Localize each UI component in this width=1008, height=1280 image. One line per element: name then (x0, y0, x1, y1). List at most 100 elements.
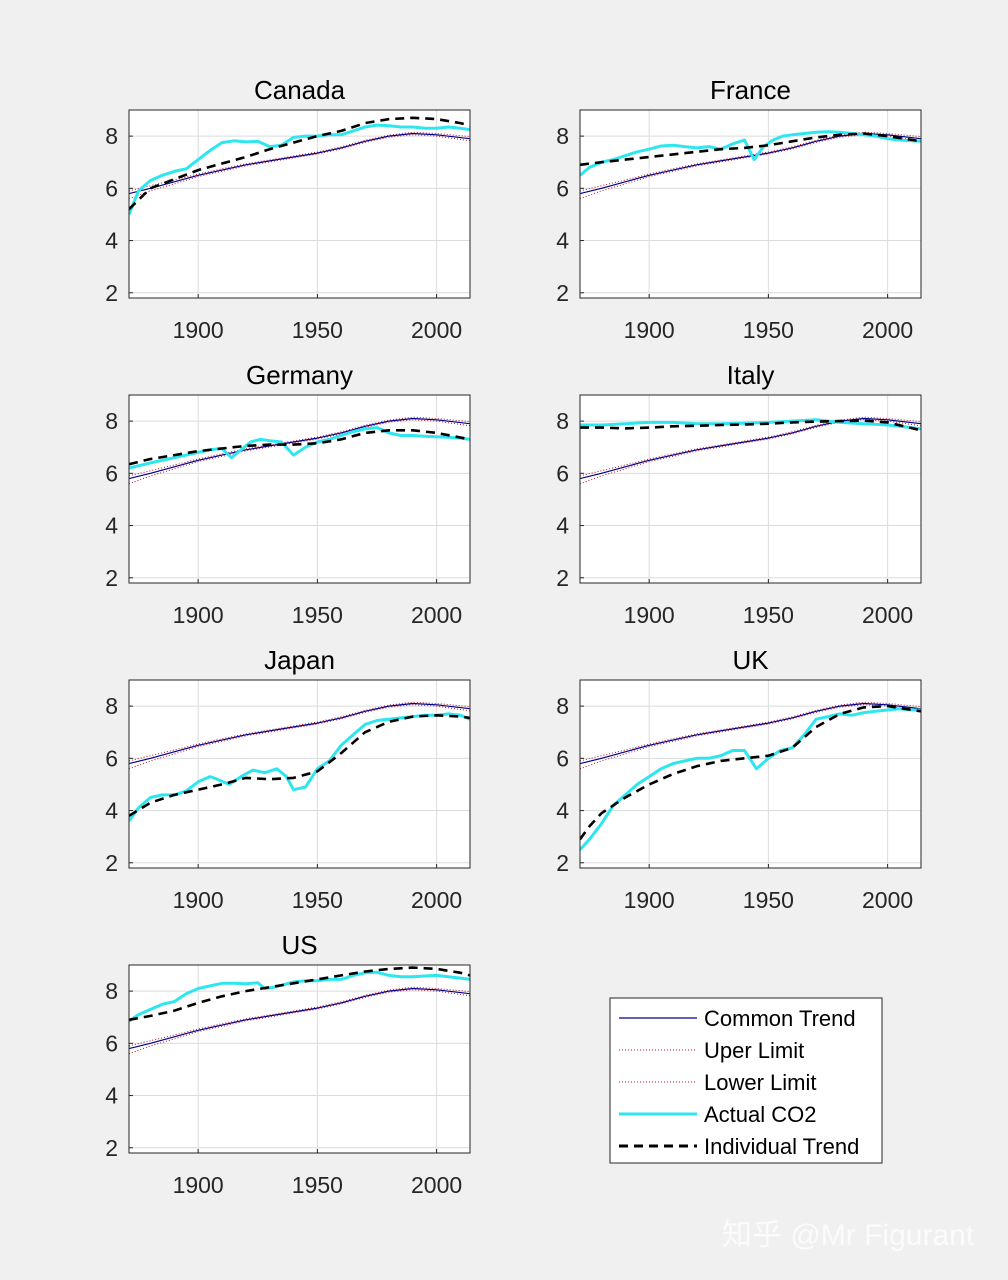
germany-axes-bg (129, 395, 470, 583)
canada-ytick-label-6: 6 (105, 175, 118, 201)
us-xtick-label-1900: 1900 (173, 1172, 224, 1198)
japan-series-uper-limit (129, 701, 470, 762)
germany-axes-frame (128, 394, 471, 584)
italy-series-actual-co2 (580, 418, 921, 431)
italy-xtick-label-2000: 2000 (862, 602, 913, 628)
italy-ytick-label-4: 4 (556, 513, 569, 539)
uk-axes-frame (579, 679, 922, 869)
germany-series-uper-limit (129, 416, 470, 477)
panel-germany: 1900 1950 2000 2 4 6 8 Germany (105, 360, 471, 628)
canada-xtick-label-2000: 2000 (411, 317, 462, 343)
canada-series-individual-trend (129, 116, 470, 211)
uk-series-common-trend (580, 702, 921, 765)
france-xtick-label-1950: 1950 (743, 317, 794, 343)
japan-ytick-label-8: 8 (105, 693, 118, 719)
us-ytick-label-6: 6 (105, 1030, 118, 1056)
germany-series-individual-trend (129, 428, 470, 466)
japan-xtick-label-1950: 1950 (292, 887, 343, 913)
legend-label-common-trend: Common Trend (704, 1006, 856, 1031)
germany-ytick-label-8: 8 (105, 408, 118, 434)
panels-layer: 1900 1950 2000 2 4 6 8 Canada 1900 1950 2000 2 4 6 8 Fr… (105, 75, 922, 1198)
italy-title: Italy (727, 360, 775, 390)
germany-xtick-label-1950: 1950 (292, 602, 343, 628)
us-title: US (281, 930, 317, 960)
legend: Common Trend Uper Limit Lower Limit Actu… (609, 997, 883, 1164)
us-axes-bg (129, 965, 470, 1153)
canada-title: Canada (254, 75, 346, 105)
japan-title: Japan (264, 645, 335, 675)
italy-xtick-label-1950: 1950 (743, 602, 794, 628)
italy-axes-frame (579, 394, 922, 584)
canada-xtick-label-1950: 1950 (292, 317, 343, 343)
france-title: France (710, 75, 791, 105)
uk-title: UK (732, 645, 769, 675)
canada-series-uper-limit (129, 131, 470, 192)
panel-france: 1900 1950 2000 2 4 6 8 France (556, 75, 922, 343)
us-ytick-label-4: 4 (105, 1083, 118, 1109)
legend-label-individual-trend: Individual Trend (704, 1134, 859, 1159)
watermark-text: 知乎 @Mr Figurant (722, 1219, 975, 1252)
us-axes-frame (128, 964, 471, 1154)
france-axes-frame (579, 109, 922, 299)
uk-xtick-label-1950: 1950 (743, 887, 794, 913)
us-xtick-label-2000: 2000 (411, 1172, 462, 1198)
panel-italy: 1900 1950 2000 2 4 6 8 Italy (556, 360, 922, 628)
japan-ytick-label-2: 2 (105, 850, 118, 876)
uk-ytick-label-2: 2 (556, 850, 569, 876)
germany-xtick-label-2000: 2000 (411, 602, 462, 628)
us-ytick-label-8: 8 (105, 978, 118, 1004)
japan-series-common-trend (129, 702, 470, 765)
canada-series-common-trend (129, 132, 470, 195)
italy-ytick-label-2: 2 (556, 565, 569, 591)
uk-xtick-label-2000: 2000 (862, 887, 913, 913)
panel-uk: 1900 1950 2000 2 4 6 8 UK (556, 645, 922, 913)
japan-ytick-label-6: 6 (105, 745, 118, 771)
france-ytick-label-6: 6 (556, 175, 569, 201)
france-ytick-label-8: 8 (556, 123, 569, 149)
uk-xtick-label-1900: 1900 (624, 887, 675, 913)
japan-axes-frame (128, 679, 471, 869)
canada-ytick-label-4: 4 (105, 228, 118, 254)
italy-ytick-label-6: 6 (556, 460, 569, 486)
panel-canada: 1900 1950 2000 2 4 6 8 Canada (105, 75, 471, 343)
germany-title: Germany (246, 360, 353, 390)
france-axes-bg (580, 110, 921, 298)
us-ytick-label-2: 2 (105, 1135, 118, 1161)
canada-axes-frame (128, 109, 471, 299)
japan-series-individual-trend (129, 713, 470, 817)
uk-ytick-label-4: 4 (556, 798, 569, 824)
canada-ytick-label-2: 2 (105, 280, 118, 306)
legend-label-lower-limit: Lower Limit (704, 1070, 816, 1095)
us-series-uper-limit (129, 986, 470, 1047)
germany-ytick-label-6: 6 (105, 460, 118, 486)
us-xtick-label-1950: 1950 (292, 1172, 343, 1198)
legend-box (609, 997, 883, 1164)
canada-series-actual-co2 (129, 123, 470, 215)
france-series-individual-trend (580, 132, 921, 167)
france-ytick-label-4: 4 (556, 228, 569, 254)
italy-xtick-label-1900: 1900 (624, 602, 675, 628)
legend-label-uper-limit: Uper Limit (704, 1038, 804, 1063)
us-series-common-trend (129, 987, 470, 1050)
panel-japan: 1900 1950 2000 2 4 6 8 Japan (105, 645, 471, 913)
legend-label-actual-co2: Actual CO2 (704, 1102, 817, 1127)
uk-series-actual-co2 (580, 707, 921, 851)
italy-ytick-label-8: 8 (556, 408, 569, 434)
italy-series-individual-trend (580, 419, 921, 432)
france-xtick-label-1900: 1900 (624, 317, 675, 343)
japan-xtick-label-2000: 2000 (411, 887, 462, 913)
uk-ytick-label-6: 6 (556, 745, 569, 771)
germany-series-common-trend (129, 417, 470, 480)
uk-ytick-label-8: 8 (556, 693, 569, 719)
uk-series-uper-limit (580, 701, 921, 762)
uk-series-individual-trend (580, 704, 921, 841)
canada-xtick-label-1900: 1900 (173, 317, 224, 343)
france-xtick-label-2000: 2000 (862, 317, 913, 343)
japan-axes-bg (129, 680, 470, 868)
italy-axes-bg (580, 395, 921, 583)
italy-series-uper-limit (580, 416, 921, 477)
germany-ytick-label-4: 4 (105, 513, 118, 539)
japan-ytick-label-4: 4 (105, 798, 118, 824)
uk-axes-bg (580, 680, 921, 868)
